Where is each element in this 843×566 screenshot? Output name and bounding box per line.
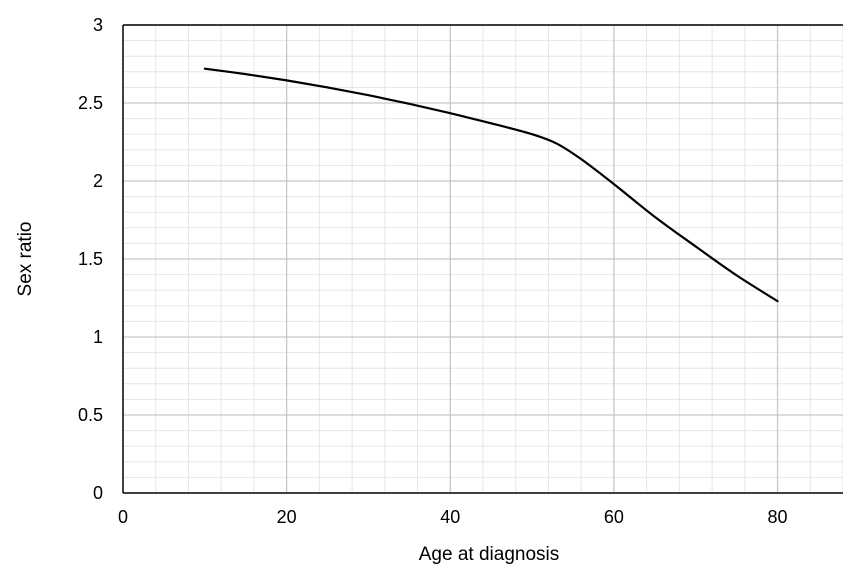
- y-tick-labels: 0 0.5 1 1.5 2 2.5 3: [78, 15, 103, 503]
- x-tick-label: 80: [768, 507, 788, 527]
- series-line: [203, 67, 779, 303]
- y-axis-title: Sex ratio: [15, 222, 36, 297]
- x-tick-label: 40: [440, 507, 460, 527]
- y-tick-label: 0.5: [78, 405, 103, 425]
- y-tick-label: 1.5: [78, 249, 103, 269]
- x-tick-labels: 0 20 40 60 80: [118, 507, 788, 527]
- y-tick-label: 0: [93, 483, 103, 503]
- data-series: [203, 67, 779, 303]
- y-tick-label: 1: [93, 327, 103, 347]
- x-tick-label: 20: [277, 507, 297, 527]
- x-tick-label: 60: [604, 507, 624, 527]
- x-tick-label: 0: [118, 507, 128, 527]
- x-axis-title: Age at diagnosis: [419, 544, 560, 565]
- axes: [122, 24, 843, 494]
- y-tick-label: 2: [93, 171, 103, 191]
- y-tick-label: 2.5: [78, 93, 103, 113]
- y-tick-label: 3: [93, 15, 103, 35]
